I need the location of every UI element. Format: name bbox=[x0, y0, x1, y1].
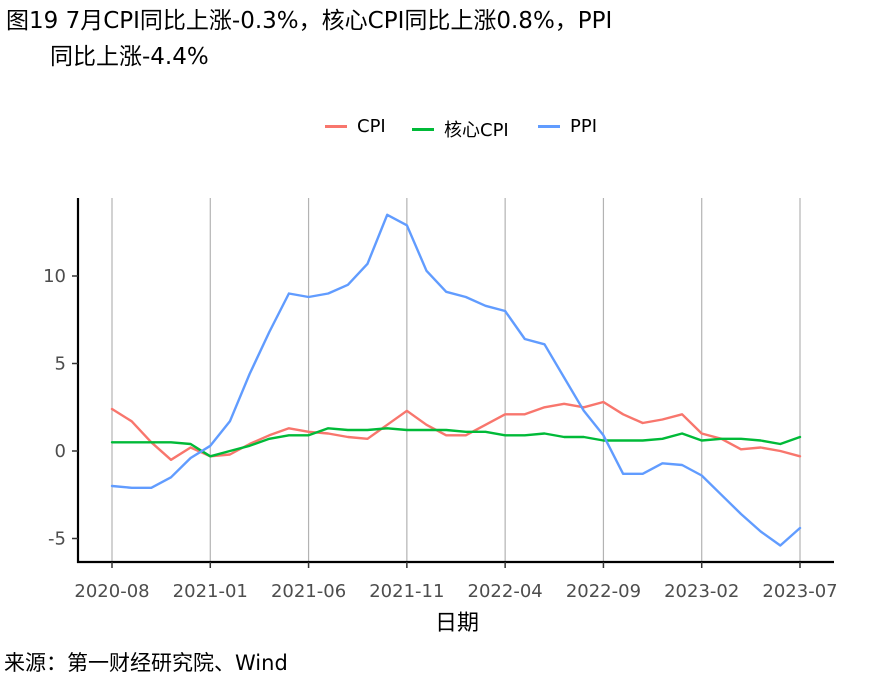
series-line-core-cpi bbox=[110, 427, 802, 458]
series-line-ppi bbox=[110, 213, 802, 547]
x-tick-label-2021-11: 2021-11 bbox=[369, 581, 444, 602]
x-tick-label-2021-01: 2021-01 bbox=[173, 581, 248, 602]
y-tick-label-5: 5 bbox=[55, 354, 66, 375]
y-tick-label-10: 10 bbox=[43, 266, 66, 287]
legend-label-core-cpi: 核心CPI bbox=[444, 120, 509, 141]
legend-item-ppi: PPI bbox=[538, 116, 597, 137]
x-tick-label-2023-02: 2023-02 bbox=[664, 581, 739, 602]
series-line-cpi bbox=[110, 400, 802, 461]
chart-title-line-1: 图19 7月CPI同比上涨-0.3%，核心CPI同比上涨0.8%，PPI bbox=[6, 8, 613, 34]
x-tick-label-2023-07: 2023-07 bbox=[762, 581, 837, 602]
legend-item-core-cpi: 核心CPI bbox=[412, 116, 509, 142]
x-tick-label-2020-08: 2020-08 bbox=[74, 581, 149, 602]
source-note: 来源：第一财经研究院、Wind bbox=[4, 651, 288, 675]
legend-label-cpi: CPI bbox=[357, 116, 386, 137]
y-tick-label--5: -5 bbox=[48, 529, 66, 550]
chart-legend: CPI 核心CPI PPI bbox=[0, 116, 885, 146]
legend-label-ppi: PPI bbox=[570, 116, 598, 137]
y-tick-label-0: 0 bbox=[55, 441, 66, 462]
legend-swatch-cpi bbox=[325, 125, 347, 128]
legend-swatch-core-cpi bbox=[412, 127, 434, 131]
x-axis-label: 日期 bbox=[435, 611, 479, 636]
legend-item-cpi: CPI bbox=[325, 116, 386, 137]
chart-title-line-2: 同比上涨-4.4% bbox=[50, 44, 209, 70]
legend-swatch-ppi bbox=[538, 125, 560, 128]
x-tick-label-2022-09: 2022-09 bbox=[566, 581, 641, 602]
chart-title: 图19 7月CPI同比上涨-0.3%，核心CPI同比上涨0.8%，PPI 同比上… bbox=[6, 6, 612, 72]
x-tick-label-2022-04: 2022-04 bbox=[468, 581, 543, 602]
x-tick-label-2021-06: 2021-06 bbox=[271, 581, 346, 602]
